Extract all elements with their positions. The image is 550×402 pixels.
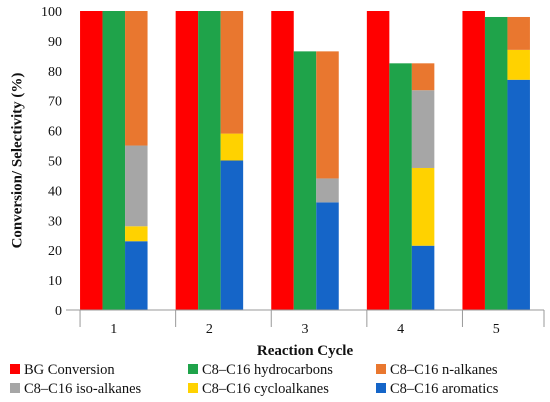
- legend-label: C8–C16 aromatics: [390, 381, 499, 397]
- bar-segment-c8-c16-cycloalkanes-cycle-2: [220, 133, 244, 161]
- legend: BG Conversion C8–C16 hydrocarbons C8–C16 n…: [10, 362, 499, 397]
- y-tick-label: 80: [48, 65, 62, 80]
- legend-swatch: [10, 364, 20, 374]
- bar-bg-conversion-cycle-1: [80, 11, 103, 310]
- legend-swatch: [376, 383, 386, 393]
- bar-c8-c16-hydrocarbons-cycle-2: [198, 11, 221, 310]
- bar-segment-c8-c16-aromatics-cycle-3: [316, 202, 339, 310]
- x-tick-label: 1: [110, 322, 117, 337]
- bar-segment-c8-c16-n-alkanes-cycle-3: [316, 51, 339, 179]
- bar-segment-c8-c16-aromatics-cycle-2: [220, 160, 244, 310]
- legend-label: C8–C16 hydrocarbons: [202, 362, 333, 378]
- y-tick-label: 20: [48, 244, 62, 259]
- plot-area: [80, 11, 530, 311]
- x-tick-label: 2: [206, 322, 213, 337]
- bar-bg-conversion-cycle-4: [366, 11, 390, 310]
- bar-segment-c8-c16-iso-alkanes-cycle-4: [411, 90, 435, 168]
- bar-bg-conversion-cycle-5: [462, 11, 485, 310]
- y-axis-title: Conversion/ Selectivity (%): [9, 73, 25, 249]
- y-tick-label: 40: [48, 184, 62, 199]
- bar-segment-c8-c16-aromatics-cycle-1: [125, 241, 148, 310]
- y-tick-label: 0: [55, 304, 62, 319]
- y-tick-label: 10: [48, 274, 62, 289]
- legend-label: BG Conversion: [24, 362, 115, 378]
- bar-segment-c8-c16-n-alkanes-cycle-4: [411, 63, 435, 91]
- legend-label: C8–C16 n-alkanes: [390, 362, 498, 378]
- bar-segment-c8-c16-cycloalkanes-cycle-1: [125, 226, 148, 242]
- bar-segment-c8-c16-cycloalkanes-cycle-4: [411, 167, 435, 246]
- legend-label: C8–C16 iso-alkanes: [24, 381, 142, 397]
- x-tick-label: 4: [397, 322, 404, 337]
- bar-c8-c16-hydrocarbons-cycle-5: [484, 16, 508, 310]
- legend-swatch: [188, 364, 198, 374]
- x-tick-label: 3: [302, 322, 309, 337]
- x-tick-label: 5: [493, 322, 500, 337]
- legend-swatch: [376, 364, 386, 374]
- bar-bg-conversion-cycle-2: [175, 11, 199, 310]
- bar-segment-c8-c16-aromatics-cycle-4: [411, 245, 435, 310]
- y-tick-label: 70: [48, 95, 62, 110]
- bar-c8-c16-hydrocarbons-cycle-1: [102, 11, 126, 310]
- bar-segment-c8-c16-n-alkanes-cycle-1: [125, 11, 148, 146]
- bar-bg-conversion-cycle-3: [271, 11, 294, 310]
- bar-c8-c16-hydrocarbons-cycle-3: [293, 51, 317, 311]
- y-tick-label: 50: [48, 155, 62, 170]
- bar-segment-c8-c16-iso-alkanes-cycle-3: [316, 178, 339, 203]
- x-axis-title: Reaction Cycle: [257, 343, 354, 359]
- y-tick-label: 90: [48, 35, 62, 50]
- y-axis: 0 10 20 30 40 50 60 70 80 90 100: [41, 5, 62, 319]
- legend-swatch: [10, 383, 20, 393]
- x-axis: 1 2 3 4 5: [79, 310, 545, 337]
- bar-segment-c8-c16-n-alkanes-cycle-5: [507, 16, 530, 50]
- y-tick-label: 30: [48, 214, 62, 229]
- bar-segment-c8-c16-n-alkanes-cycle-2: [220, 11, 244, 134]
- legend-label: C8–C16 cycloalkanes: [202, 381, 329, 397]
- y-tick-label: 60: [48, 125, 62, 140]
- bar-segment-c8-c16-aromatics-cycle-5: [507, 79, 530, 311]
- y-tick-label: 100: [41, 5, 62, 20]
- legend-swatch: [188, 383, 198, 393]
- bar-segment-c8-c16-cycloalkanes-cycle-5: [507, 49, 530, 80]
- bar-c8-c16-hydrocarbons-cycle-4: [389, 63, 412, 311]
- bar-segment-c8-c16-iso-alkanes-cycle-1: [125, 145, 148, 227]
